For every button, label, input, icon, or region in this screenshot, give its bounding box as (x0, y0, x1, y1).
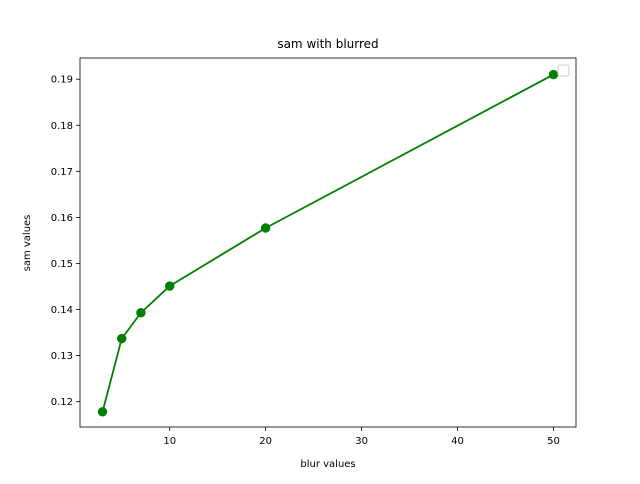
x-tick-label: 20 (259, 436, 272, 447)
legend-box (557, 64, 570, 77)
x-tick-label: 30 (355, 436, 368, 447)
y-tick-label: 0.12 (51, 397, 73, 408)
x-axis-label: blur values (300, 459, 355, 470)
data-point (117, 333, 127, 344)
data-point (97, 407, 108, 417)
y-tick-label: 0.16 (51, 213, 73, 224)
y-tick-label: 0.19 (51, 75, 73, 86)
y-tick-label: 0.15 (51, 259, 73, 270)
x-tick-label: 40 (451, 436, 464, 447)
series-line (101, 73, 554, 413)
data-point (136, 308, 146, 318)
axes-frame (79, 57, 577, 428)
x-tick-label: 50 (547, 436, 560, 447)
x-tick-label: 10 (163, 436, 176, 447)
y-tick-label: 0.13 (51, 351, 73, 362)
data-point (165, 281, 175, 291)
y-tick-label: 0.18 (51, 121, 73, 132)
data-point (260, 223, 271, 233)
plot-area: 10 20 30 40 50 0.12 0.13 0.14 0.15 0.16 0.17 0.18 0.… (51, 57, 577, 447)
chart-title: sam with blurred (277, 37, 378, 51)
y-tick-label: 0.14 (51, 305, 73, 316)
y-tick-label: 0.17 (51, 167, 73, 178)
y-axis-label: sam values (22, 215, 33, 272)
data-point (548, 69, 559, 80)
